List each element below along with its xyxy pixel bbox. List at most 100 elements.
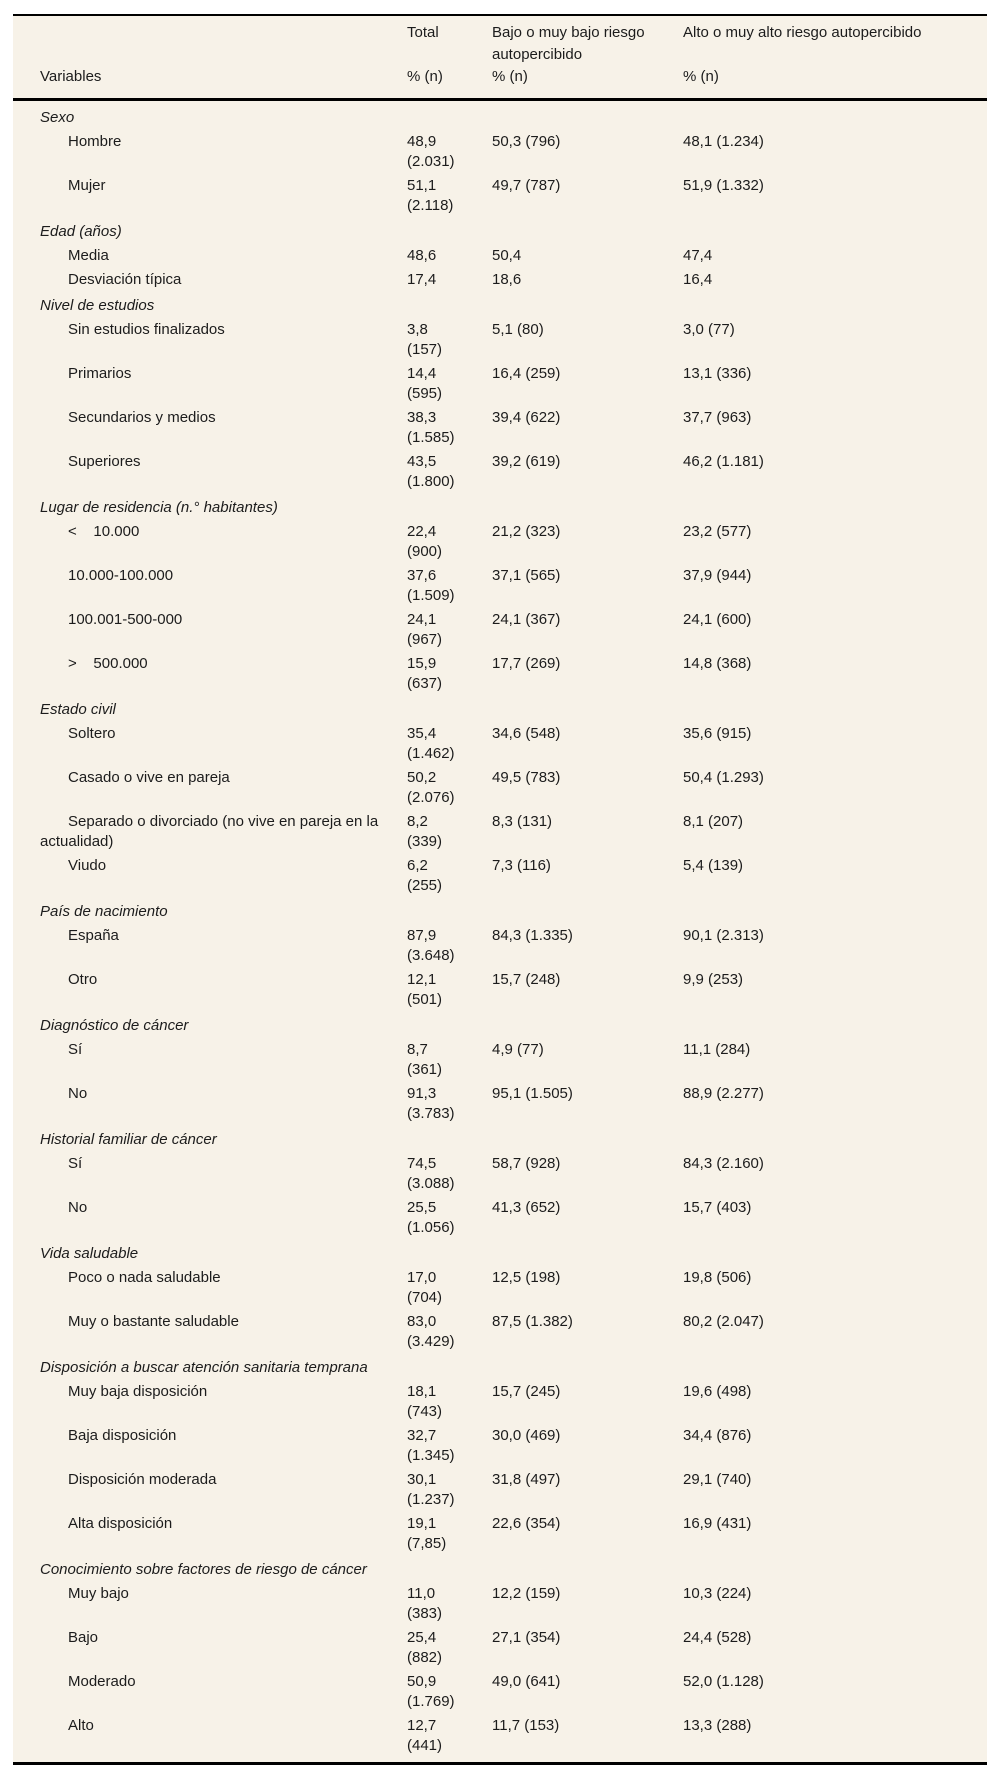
table-row: Disposición moderada 30,1 (1.237) 31,8 (49…: [13, 1468, 987, 1512]
table-row: Alta disposición 19,1 (7,85) 22,6 (354) 16,…: [13, 1512, 987, 1556]
cell-high-risk-value: 8,1 (207): [683, 813, 744, 830]
cell-total-value: 17,0 (704): [407, 1269, 443, 1306]
row-label: Media: [68, 247, 109, 264]
row-label: Superiores: [68, 453, 141, 470]
row-label: Hombre: [68, 133, 122, 150]
header-high-risk-title: Alto o muy alto riesgo autopercibido: [683, 24, 922, 41]
section-title: Historial familiar de cáncer: [40, 1131, 217, 1148]
cell-high-risk-value: 15,7 (403): [683, 1199, 752, 1216]
cell-high-risk-value: 13,3 (288): [683, 1717, 752, 1734]
cell-high-risk-value: 9,9 (253): [683, 971, 744, 988]
cell-total-value: 38,3 (1.585): [407, 409, 455, 446]
header-variables-column: Variables: [13, 22, 407, 88]
cell-total-value: 6,2 (255): [407, 857, 443, 894]
cell-total-value: 12,7 (441): [407, 1717, 443, 1754]
row-label: Disposición moderada: [68, 1471, 217, 1488]
row-label: Moderado: [68, 1673, 136, 1690]
cell-high-risk-value: 46,2 (1.181): [683, 453, 764, 470]
table-header: Variables Total % (n) Bajo o muy bajo ri…: [13, 16, 987, 101]
table-row: Media 48,6 50,4 47,4: [13, 244, 987, 268]
cell-total-value: 30,1 (1.237): [407, 1471, 455, 1508]
table-row: Casado o vive en pareja 50,2 (2.076) 49,5 …: [13, 766, 987, 810]
row-label: Primarios: [68, 365, 132, 382]
cell-low-risk-value: 8,3 (131): [492, 813, 553, 830]
cell-low-risk-value: 7,3 (116): [492, 857, 551, 874]
cell-total-value: 83,0 (3.429): [407, 1313, 455, 1350]
cell-total-value: 50,2 (2.076): [407, 769, 455, 806]
cell-low-risk-value: 58,7 (928): [492, 1155, 561, 1172]
row-label: Muy baja disposición: [68, 1383, 208, 1400]
table-row: Muy o bastante saludable 83,0 (3.429) 87,5…: [13, 1310, 987, 1354]
header-total-subheader: % (n): [407, 68, 443, 85]
row-label: Baja disposición: [68, 1427, 177, 1444]
cell-total-value: 35,4 (1.462): [407, 725, 455, 762]
header-spacer: [13, 22, 407, 66]
table-row: Sin estudios finalizados 3,8 (157) 5,1 (80…: [13, 318, 987, 362]
row-label: Desviación típica: [68, 271, 182, 288]
header-low-risk-subheader: % (n): [492, 68, 528, 85]
cell-low-risk-value: 49,7 (787): [492, 177, 561, 194]
cell-low-risk-value: 16,4 (259): [492, 365, 561, 382]
section-title: País de nacimiento: [40, 903, 168, 920]
cell-total-value: 25,4 (882): [407, 1629, 443, 1666]
table-row: Muy bajo 11,0 (383) 12,2 (159) 10,3 (224): [13, 1582, 987, 1626]
row-label: 100.001-500-000: [68, 611, 183, 628]
cell-high-risk-value: 35,6 (915): [683, 725, 752, 742]
cell-total-value: 48,9 (2.031): [407, 133, 455, 170]
cell-high-risk-value: 19,8 (506): [683, 1269, 752, 1286]
cell-total-value: 3,8 (157): [407, 321, 443, 358]
cell-high-risk-value: 52,0 (1.128): [683, 1673, 764, 1690]
table-row: Sí 8,7 (361) 4,9 (77) 11,1 (284): [13, 1038, 987, 1082]
cell-high-risk-value: 23,2 (577): [683, 523, 752, 540]
cell-high-risk-value: 24,4 (528): [683, 1629, 752, 1646]
cell-high-risk-value: 14,8 (368): [683, 655, 752, 672]
table-row: < 10.000 22,4 (900) 21,2 (323) 23,2 (577): [13, 520, 987, 564]
cell-low-risk-value: 31,8 (497): [492, 1471, 561, 1488]
section-title: Diagnóstico de cáncer: [40, 1017, 189, 1034]
cell-high-risk-value: 11,1 (284): [683, 1041, 751, 1058]
table-row: No 91,3 (3.783) 95,1 (1.505) 88,9 (2.277): [13, 1082, 987, 1126]
cell-high-risk-value: 50,4 (1.293): [683, 769, 764, 786]
cell-high-risk-value: 37,9 (944): [683, 567, 752, 584]
cell-total-value: 24,1 (967): [407, 611, 443, 648]
table-row: Hombre 48,9 (2.031) 50,3 (796) 48,1 (1.234): [13, 130, 987, 174]
row-label: Poco o nada saludable: [68, 1269, 221, 1286]
header-high-risk-column: Alto o muy alto riesgo autopercibido % (…: [683, 22, 987, 88]
row-label: Casado o vive en pareja: [68, 769, 230, 786]
cell-low-risk-value: 39,4 (622): [492, 409, 561, 426]
row-label: Sí: [68, 1155, 83, 1172]
cell-low-risk-value: 30,0 (469): [492, 1427, 561, 1444]
cell-high-risk-value: 80,2 (2.047): [683, 1313, 764, 1330]
table-body: Sexo Hombre 48,9 (2.031) 50,3 (796) 48,1 (1.…: [13, 101, 987, 1762]
cell-high-risk-value: 48,1 (1.234): [683, 133, 764, 150]
table-row: No 25,5 (1.056) 41,3 (652) 15,7 (403): [13, 1196, 987, 1240]
row-label: Sí: [68, 1041, 83, 1058]
cell-low-risk-value: 41,3 (652): [492, 1199, 561, 1216]
table-header-row: Variables Total % (n) Bajo o muy bajo ri…: [13, 22, 987, 88]
row-label: Secundarios y medios: [68, 409, 216, 426]
row-label: Alto: [68, 1717, 94, 1734]
cell-low-risk-value: 4,9 (77): [492, 1041, 544, 1058]
row-label: Muy bajo: [68, 1585, 129, 1602]
cell-low-risk-value: 39,2 (619): [492, 453, 561, 470]
cell-total-value: 43,5 (1.800): [407, 453, 455, 490]
row-label: Mujer: [68, 177, 106, 194]
header-low-risk-column: Bajo o muy bajo riesgo autopercibido % (…: [492, 22, 683, 88]
table-row: Primarios 14,4 (595) 16,4 (259) 13,1 (336): [13, 362, 987, 406]
cell-low-risk-value: 21,2 (323): [492, 523, 561, 540]
cell-total-value: 11,0 (383): [407, 1585, 443, 1622]
table-row: Bajo 25,4 (882) 27,1 (354) 24,4 (528): [13, 1626, 987, 1670]
header-variables-label: Variables: [40, 68, 102, 85]
cell-low-risk-value: 84,3 (1.335): [492, 927, 573, 944]
header-low-risk-title: Bajo o muy bajo riesgo autopercibido: [492, 24, 645, 63]
header-total-column: Total % (n): [407, 22, 492, 88]
row-label: Muy o bastante saludable: [68, 1313, 239, 1330]
row-label: Sin estudios finalizados: [68, 321, 225, 338]
table-row: 10.000-100.000 37,6 (1.509) 37,1 (565) 37,9…: [13, 564, 987, 608]
cell-low-risk-value: 27,1 (354): [492, 1629, 561, 1646]
table-row: 100.001-500-000 24,1 (967) 24,1 (367) 24,1 …: [13, 608, 987, 652]
cell-high-risk-value: 16,4: [683, 271, 713, 288]
cell-total-value: 25,5 (1.056): [407, 1199, 455, 1236]
section-title: Edad (años): [40, 223, 122, 240]
